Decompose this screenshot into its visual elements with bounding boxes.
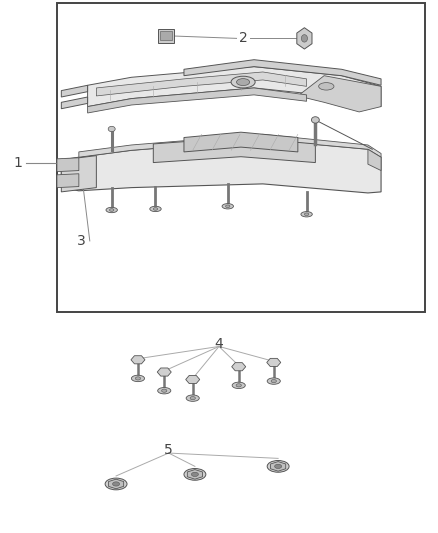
Ellipse shape [150,206,161,212]
Ellipse shape [222,204,233,209]
Polygon shape [61,85,88,97]
Polygon shape [57,158,79,172]
Ellipse shape [162,389,167,392]
Ellipse shape [275,464,282,469]
Polygon shape [153,138,315,163]
Ellipse shape [153,208,158,211]
Ellipse shape [301,35,307,42]
Bar [57,3,425,312]
Polygon shape [109,479,124,489]
Ellipse shape [190,397,195,400]
Text: 4: 4 [215,337,223,351]
Ellipse shape [226,205,230,207]
Polygon shape [79,134,381,157]
Ellipse shape [105,478,127,490]
Ellipse shape [184,469,206,480]
Text: 2: 2 [239,31,247,45]
Ellipse shape [236,384,241,387]
Polygon shape [61,97,88,109]
Polygon shape [267,358,281,367]
Ellipse shape [271,379,276,383]
Polygon shape [297,28,312,49]
Polygon shape [186,375,200,384]
Polygon shape [61,140,381,193]
Ellipse shape [267,461,289,472]
Polygon shape [187,470,202,479]
Polygon shape [232,362,246,371]
Ellipse shape [158,387,171,394]
Polygon shape [184,60,381,85]
Bar [160,31,172,40]
Ellipse shape [237,78,250,85]
Bar [158,29,174,43]
Polygon shape [157,368,171,376]
Polygon shape [131,356,145,364]
Polygon shape [57,174,79,188]
Polygon shape [184,132,298,152]
Polygon shape [271,462,286,471]
Ellipse shape [304,213,309,216]
Ellipse shape [108,126,115,132]
Ellipse shape [131,375,145,382]
Ellipse shape [301,212,312,217]
Text: 5: 5 [164,443,173,457]
Polygon shape [368,149,381,171]
Ellipse shape [232,382,245,389]
Ellipse shape [311,117,319,123]
Text: 1: 1 [13,156,22,169]
Ellipse shape [110,209,114,211]
Ellipse shape [267,378,280,384]
Ellipse shape [191,472,198,477]
Polygon shape [298,76,381,112]
Ellipse shape [113,482,120,486]
Ellipse shape [135,377,141,380]
Polygon shape [61,156,96,192]
Polygon shape [88,88,307,113]
Text: 3: 3 [77,234,85,248]
Ellipse shape [318,83,334,90]
Polygon shape [88,67,381,107]
Ellipse shape [106,207,117,213]
Ellipse shape [186,395,199,401]
Ellipse shape [231,76,255,88]
Polygon shape [96,72,307,96]
